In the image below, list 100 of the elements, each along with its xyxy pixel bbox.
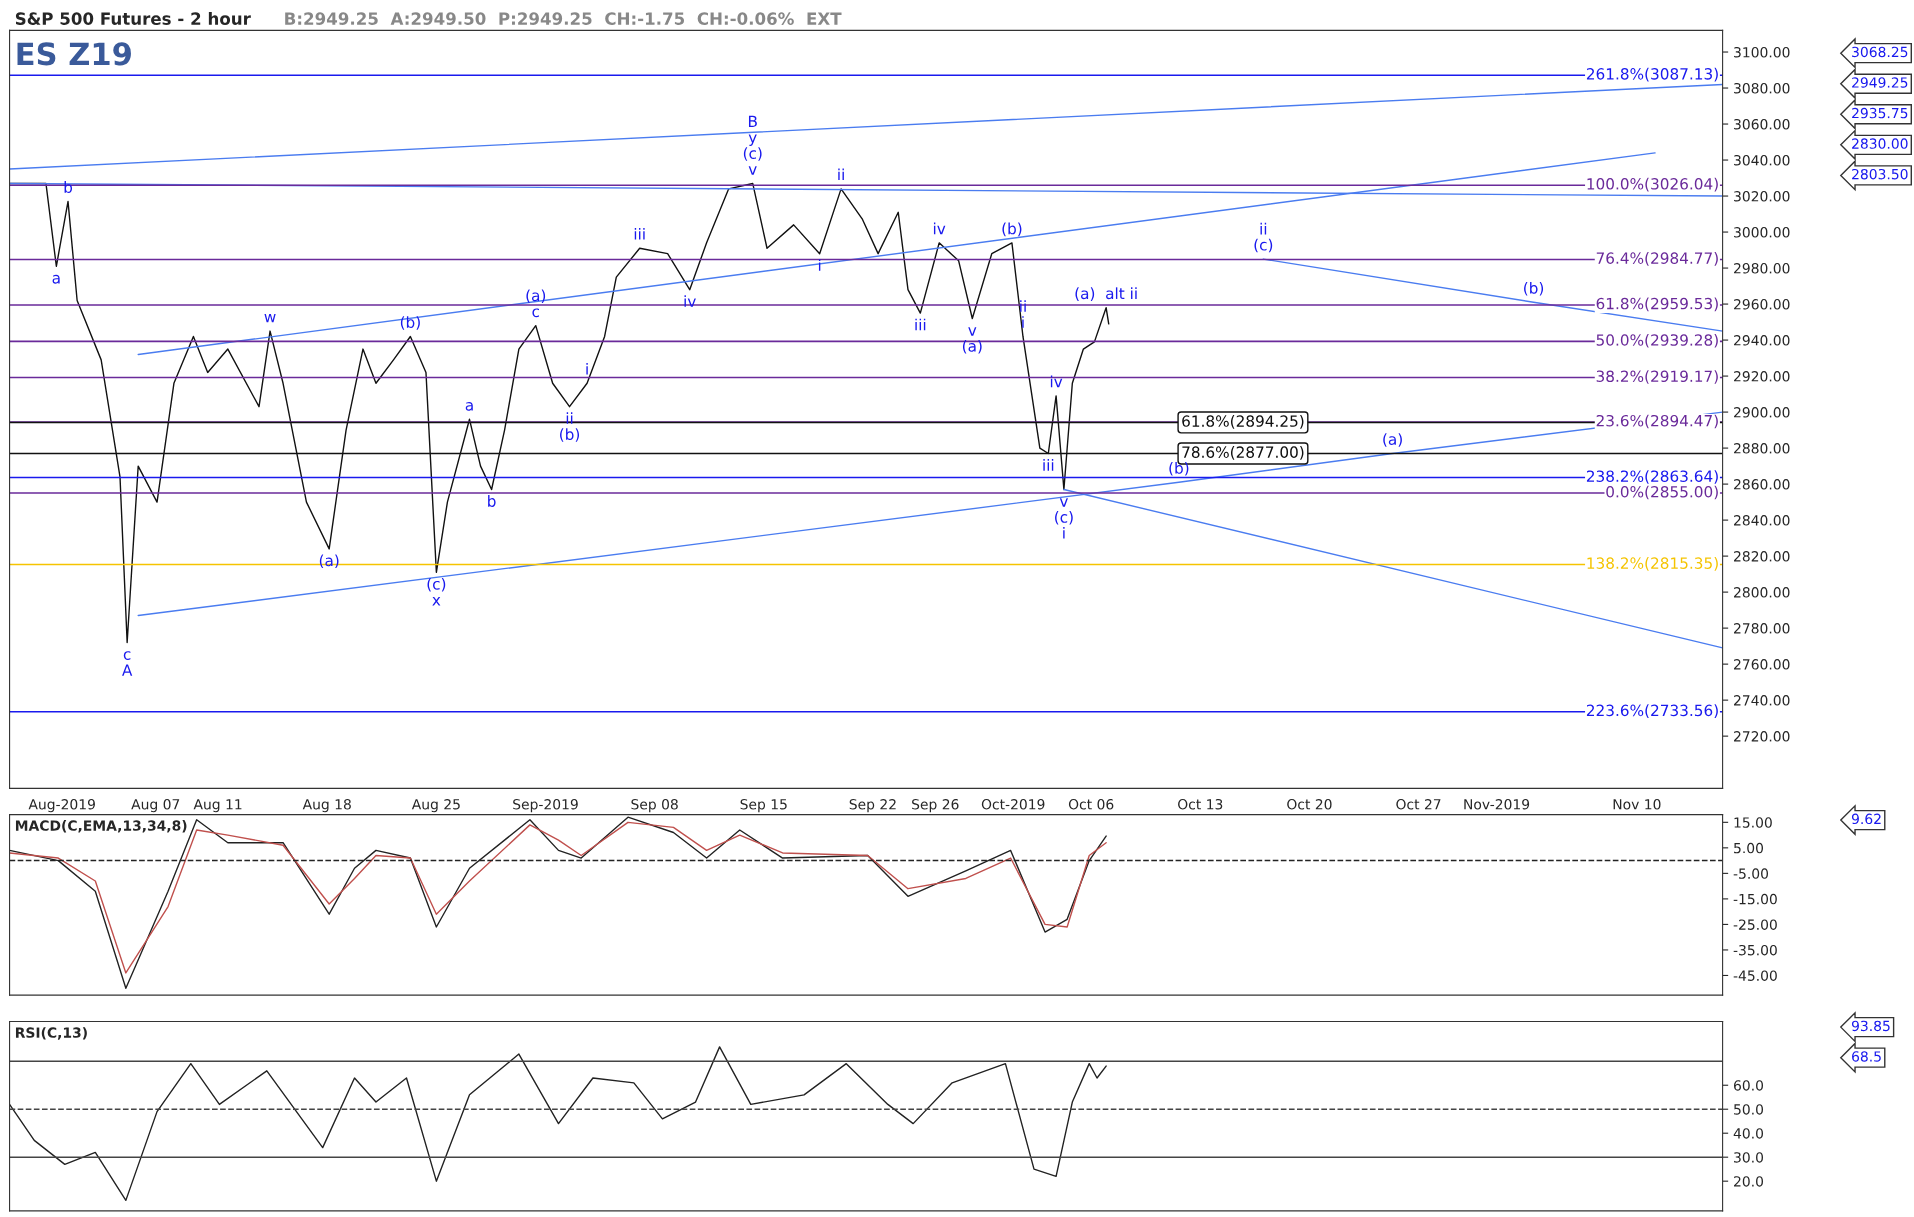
x-tick-label: Oct 13 bbox=[1178, 799, 1223, 810]
ref-line-label: 61.8%(2894.25) bbox=[1182, 415, 1304, 429]
ref-line-label: 261.8%(3087.13) bbox=[1586, 67, 1718, 82]
text: 2830.00 bbox=[1852, 138, 1908, 149]
annotation: iii bbox=[1043, 459, 1054, 471]
ref-line-label: 61.8%(2959.53) bbox=[1596, 297, 1718, 312]
annotation: ES Z19 bbox=[17, 42, 131, 66]
y-tick-label: 2760.00 bbox=[1734, 659, 1790, 670]
line-series bbox=[9, 1046, 1107, 1202]
y-tick-label: 3060.00 bbox=[1734, 119, 1790, 130]
annotation: (b) bbox=[1524, 281, 1544, 296]
y-tick-label: 3020.00 bbox=[1734, 191, 1790, 202]
text: 3068.25 bbox=[1852, 46, 1908, 58]
x-tick-label: Oct-2019 bbox=[981, 799, 1045, 810]
annotation: (a) alt ii bbox=[1075, 287, 1137, 301]
x-tick-label: Nov-2019 bbox=[1464, 799, 1530, 810]
x-tick-label: Sep 08 bbox=[631, 799, 678, 813]
y-tick-label: 2820.00 bbox=[1734, 551, 1790, 562]
y-tick-label: 2840.00 bbox=[1734, 515, 1790, 526]
y-tick-label: 2860.00 bbox=[1734, 479, 1790, 490]
annotation: v (c) i bbox=[1055, 498, 1073, 539]
y-tick-label: 2720.00 bbox=[1734, 731, 1790, 742]
annotation: i bbox=[818, 259, 821, 271]
y-tick-label: 2740.00 bbox=[1734, 695, 1790, 706]
x-tick-label: Sep 15 bbox=[740, 799, 787, 813]
annotation: (a) c bbox=[526, 289, 546, 318]
ref-line-label: 50.0%(2939.28) bbox=[1596, 333, 1718, 348]
y-tick-label: 2900.00 bbox=[1734, 407, 1790, 418]
annotation: (b) bbox=[1002, 222, 1022, 237]
chart-subtitle: B:2949.25 A:2949.50 P:2949.25 CH:-1.75 CH:-0.06% EXT bbox=[285, 12, 842, 25]
annotation: iii bbox=[915, 318, 926, 331]
y-tick-label: -45.00 bbox=[1733, 970, 1777, 981]
x-tick-label: Aug 18 bbox=[302, 799, 351, 813]
annotation: (b) bbox=[1169, 461, 1189, 476]
x-tick-label: Oct 20 bbox=[1287, 799, 1332, 810]
annotation: w bbox=[264, 313, 276, 323]
annotation: iv bbox=[1050, 375, 1063, 388]
ref-line-label: 76.4%(2984.77) bbox=[1596, 252, 1718, 266]
x-tick-label: Aug-2019 bbox=[28, 799, 95, 813]
x-tick-label: Sep 26 bbox=[912, 799, 959, 813]
annotation: a bbox=[465, 402, 473, 411]
annotation: iii bbox=[634, 227, 645, 240]
annotation: b bbox=[488, 495, 496, 507]
chart-title: RSI(C,13) bbox=[15, 1027, 87, 1040]
text: 2935.75 bbox=[1852, 107, 1908, 119]
annotation: B y (c) v bbox=[743, 115, 762, 175]
annotation: iv bbox=[933, 222, 946, 235]
y-tick-label: -15.00 bbox=[1733, 893, 1777, 905]
text: 68.5 bbox=[1852, 1051, 1881, 1062]
ref-line-label: 23.6%(2894.47) bbox=[1596, 414, 1718, 429]
y-tick-label: 20.0 bbox=[1734, 1176, 1764, 1187]
y-tick-label: 5.00 bbox=[1734, 842, 1764, 854]
x-tick-label: Oct 06 bbox=[1068, 799, 1114, 810]
ref-line-label: 223.6%(2733.56) bbox=[1586, 704, 1718, 718]
y-tick-label: 50.0 bbox=[1734, 1104, 1764, 1115]
y-tick-label: 2980.00 bbox=[1734, 263, 1790, 274]
y-tick-label: 2940.00 bbox=[1734, 335, 1790, 346]
x-tick-label: Aug 25 bbox=[411, 799, 460, 813]
x-tick-label: Sep-2019 bbox=[513, 799, 578, 813]
ref-line-label: 38.2%(2919.17) bbox=[1596, 370, 1718, 384]
y-tick-label: 2800.00 bbox=[1734, 587, 1790, 598]
x-tick-label: Nov 10 bbox=[1613, 799, 1661, 810]
y-tick-label: 2880.00 bbox=[1734, 443, 1790, 454]
text: 2949.25 bbox=[1852, 77, 1908, 88]
y-tick-label: 40.0 bbox=[1733, 1128, 1764, 1139]
ref-line-label: 78.6%(2877.00) bbox=[1182, 446, 1304, 460]
y-tick-label: 3080.00 bbox=[1734, 83, 1790, 94]
y-tick-label: 2780.00 bbox=[1734, 623, 1790, 634]
text: 2803.50 bbox=[1852, 168, 1908, 180]
y-tick-label: -25.00 bbox=[1733, 919, 1777, 930]
y-tick-label: 3000.00 bbox=[1734, 227, 1790, 238]
x-tick-label: Aug 07 bbox=[131, 799, 180, 813]
y-tick-label: -35.00 bbox=[1733, 944, 1777, 956]
annotation: ii (c) bbox=[1254, 222, 1273, 253]
text: 93.85 bbox=[1851, 1020, 1890, 1032]
annotation: ii bbox=[838, 168, 844, 181]
annotation: c A bbox=[122, 651, 133, 676]
y-tick-label: 60.0 bbox=[1733, 1080, 1764, 1091]
annotation: v (a) bbox=[962, 327, 982, 354]
annotation: (a) bbox=[1383, 433, 1402, 447]
y-tick-label: 2920.00 bbox=[1734, 371, 1790, 382]
annotation: a bbox=[52, 274, 60, 284]
y-tick-label: 3100.00 bbox=[1734, 47, 1790, 58]
annotation: i bbox=[586, 362, 588, 375]
x-tick-label: Oct 27 bbox=[1396, 799, 1441, 810]
text: 9.62 bbox=[1851, 813, 1881, 825]
ref-line-label: 138.2%(2815.35) bbox=[1587, 557, 1718, 571]
x-tick-label: Sep 22 bbox=[849, 799, 896, 813]
annotation: (c) x bbox=[427, 577, 446, 606]
y-tick-label: 2960.00 bbox=[1734, 299, 1790, 310]
chart-title: S&P 500 Futures - 2 hour bbox=[15, 12, 251, 25]
chart-title: MACD(C,EMA,13,34,8) bbox=[15, 820, 187, 833]
y-tick-label: 3040.00 bbox=[1734, 155, 1790, 166]
ref-line-label: 100.0%(3026.04) bbox=[1587, 177, 1718, 192]
y-tick-label: 30.0 bbox=[1734, 1152, 1764, 1163]
y-tick-label: 15.00 bbox=[1734, 817, 1772, 828]
x-tick-label: Aug 11 bbox=[193, 799, 242, 813]
ref-line-label: 238.2%(2863.64) bbox=[1586, 470, 1718, 484]
annotation: (b) bbox=[400, 316, 420, 330]
ref-line-label: 0.0%(2855.00) bbox=[1606, 485, 1718, 500]
